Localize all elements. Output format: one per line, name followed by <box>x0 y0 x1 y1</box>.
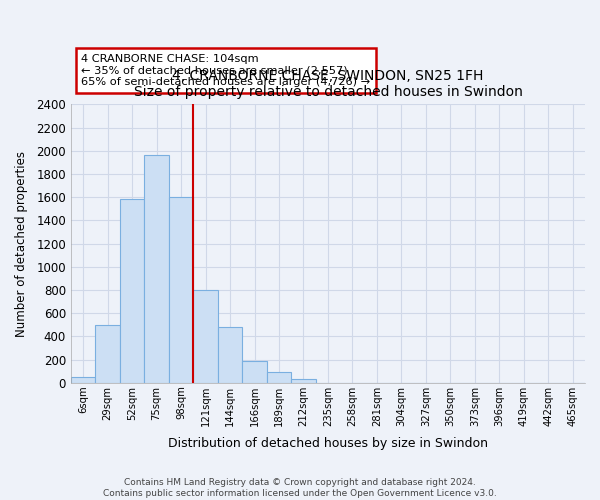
Bar <box>193 290 218 382</box>
Bar <box>267 372 291 382</box>
Bar <box>120 200 145 382</box>
Bar <box>95 324 120 382</box>
Text: 4 CRANBORNE CHASE: 104sqm
← 35% of detached houses are smaller (2,557)
65% of se: 4 CRANBORNE CHASE: 104sqm ← 35% of detac… <box>81 54 370 88</box>
Text: Contains HM Land Registry data © Crown copyright and database right 2024.
Contai: Contains HM Land Registry data © Crown c… <box>103 478 497 498</box>
Bar <box>218 327 242 382</box>
Bar <box>169 197 193 382</box>
Y-axis label: Number of detached properties: Number of detached properties <box>15 150 28 336</box>
Bar <box>145 156 169 382</box>
Bar <box>291 380 316 382</box>
X-axis label: Distribution of detached houses by size in Swindon: Distribution of detached houses by size … <box>168 437 488 450</box>
Title: 4, CRANBORNE CHASE, SWINDON, SN25 1FH
Size of property relative to detached hous: 4, CRANBORNE CHASE, SWINDON, SN25 1FH Si… <box>134 69 523 99</box>
Bar <box>242 360 267 382</box>
Bar <box>71 377 95 382</box>
